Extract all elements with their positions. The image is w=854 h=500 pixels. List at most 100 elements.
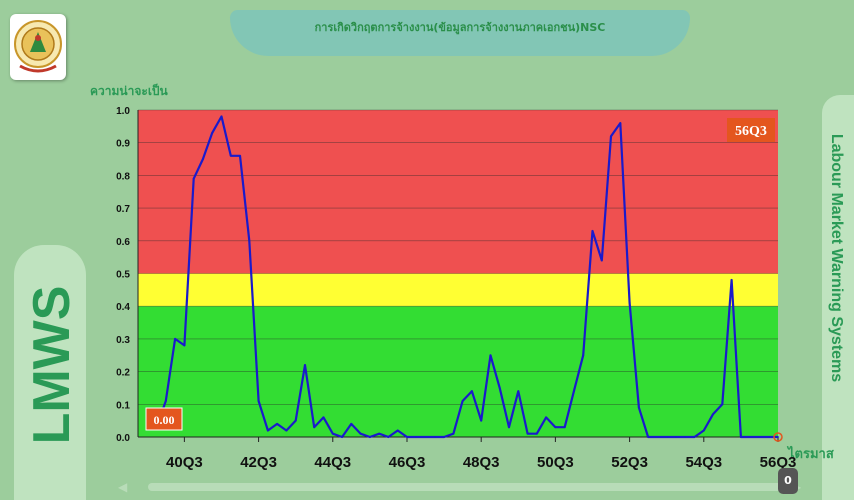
x-tick-label: 54Q3 bbox=[685, 454, 722, 471]
data-point bbox=[331, 432, 334, 435]
data-point bbox=[526, 432, 529, 435]
data-point bbox=[276, 423, 279, 425]
data-point bbox=[721, 403, 724, 406]
x-tick-label: 40Q3 bbox=[166, 454, 203, 471]
data-point bbox=[517, 390, 520, 393]
data-point bbox=[285, 429, 288, 432]
data-point bbox=[433, 436, 436, 438]
data-point bbox=[359, 432, 362, 435]
data-point bbox=[637, 406, 640, 409]
data-point bbox=[239, 154, 241, 157]
data-point bbox=[257, 400, 260, 402]
lmws-panel bbox=[14, 245, 86, 500]
data-point bbox=[192, 177, 195, 180]
data-point bbox=[229, 154, 232, 157]
data-point bbox=[378, 432, 381, 435]
data-point bbox=[749, 436, 752, 438]
y-tick-label: 0.5 bbox=[116, 270, 130, 281]
y-tick-label: 0.8 bbox=[116, 171, 130, 182]
data-point bbox=[368, 436, 371, 438]
y-tick-label: 0.0 bbox=[116, 433, 130, 444]
data-point bbox=[322, 416, 325, 419]
data-point bbox=[164, 400, 167, 402]
data-point bbox=[489, 354, 492, 357]
data-point bbox=[610, 135, 612, 138]
end-period-badge bbox=[727, 118, 775, 142]
y-axis-label: ความน่าจะเป็น bbox=[90, 84, 168, 98]
chart-title: การเกิดวิกฤตการจ้างงาน(ข้อมูลการจ้างงานภ… bbox=[314, 21, 606, 34]
data-point bbox=[656, 436, 659, 438]
data-point bbox=[387, 436, 390, 438]
data-point bbox=[248, 239, 251, 242]
y-tick-label: 0.3 bbox=[116, 335, 130, 346]
data-point bbox=[266, 429, 269, 432]
end-period-badge-label: 56Q3 bbox=[735, 124, 767, 139]
data-point bbox=[767, 436, 770, 438]
data-point bbox=[675, 436, 677, 438]
x-tick-label: 42Q3 bbox=[240, 454, 277, 471]
x-tick-label: 48Q3 bbox=[463, 454, 500, 471]
band-warning bbox=[138, 273, 778, 307]
ministry-logo bbox=[10, 14, 66, 80]
data-point bbox=[211, 131, 214, 134]
data-point bbox=[452, 432, 455, 435]
data-point bbox=[341, 436, 343, 438]
data-point bbox=[202, 158, 204, 160]
side-panel bbox=[822, 95, 854, 500]
data-point bbox=[461, 400, 464, 402]
data-point bbox=[415, 436, 418, 438]
data-point bbox=[712, 413, 714, 416]
start-value-badge bbox=[145, 407, 183, 431]
data-point bbox=[406, 436, 408, 438]
y-tick-label: 0.1 bbox=[116, 400, 130, 411]
data-point bbox=[573, 390, 575, 393]
data-point bbox=[508, 426, 510, 429]
data-point bbox=[396, 429, 399, 432]
y-tick-label: 1.0 bbox=[116, 106, 130, 117]
data-point bbox=[758, 436, 761, 438]
data-point bbox=[350, 423, 353, 425]
data-point bbox=[693, 436, 696, 438]
data-point bbox=[545, 416, 548, 419]
data-point bbox=[313, 426, 316, 429]
band-danger bbox=[138, 110, 778, 274]
data-point bbox=[498, 387, 501, 389]
y-tick-label: 0.4 bbox=[116, 302, 130, 313]
data-point bbox=[294, 419, 297, 422]
data-point bbox=[739, 436, 742, 438]
data-point bbox=[702, 429, 705, 432]
title-banner bbox=[230, 10, 690, 56]
start-value-badge-label: 0.00 bbox=[154, 413, 175, 427]
scroll-track[interactable] bbox=[148, 483, 788, 491]
x-tick-label: 50Q3 bbox=[537, 454, 574, 471]
data-point bbox=[777, 436, 779, 438]
data-point bbox=[647, 436, 650, 438]
y-tick-label: 0.2 bbox=[116, 368, 130, 379]
y-tick-label: 0.7 bbox=[116, 204, 130, 215]
data-point bbox=[220, 115, 223, 118]
x-axis-label: ไตรมาส bbox=[788, 447, 834, 462]
data-point bbox=[471, 390, 473, 393]
y-tick-label: 0.6 bbox=[116, 237, 130, 248]
data-point bbox=[591, 230, 594, 232]
x-tick-label: 56Q3 bbox=[760, 454, 797, 471]
data-point bbox=[619, 122, 622, 124]
data-point bbox=[582, 354, 585, 357]
end-marker bbox=[773, 432, 783, 442]
horizontal-scrollbar[interactable]: ◀ ▶ 0 bbox=[118, 468, 818, 494]
data-point bbox=[554, 426, 557, 429]
data-point bbox=[535, 432, 538, 435]
y-tick-label: 0.9 bbox=[116, 139, 130, 150]
data-point bbox=[480, 419, 483, 422]
x-tick-label: 46Q3 bbox=[389, 454, 426, 471]
data-point bbox=[424, 436, 427, 438]
scroll-left-arrow-icon[interactable]: ◀ bbox=[118, 480, 128, 494]
data-point bbox=[628, 302, 631, 304]
x-tick-label: 52Q3 bbox=[611, 454, 648, 471]
data-point bbox=[563, 426, 566, 429]
ministry-seal-icon bbox=[14, 20, 62, 73]
scroll-thumb[interactable]: 0 bbox=[778, 468, 798, 494]
data-point bbox=[304, 364, 306, 366]
data-point bbox=[665, 436, 668, 438]
